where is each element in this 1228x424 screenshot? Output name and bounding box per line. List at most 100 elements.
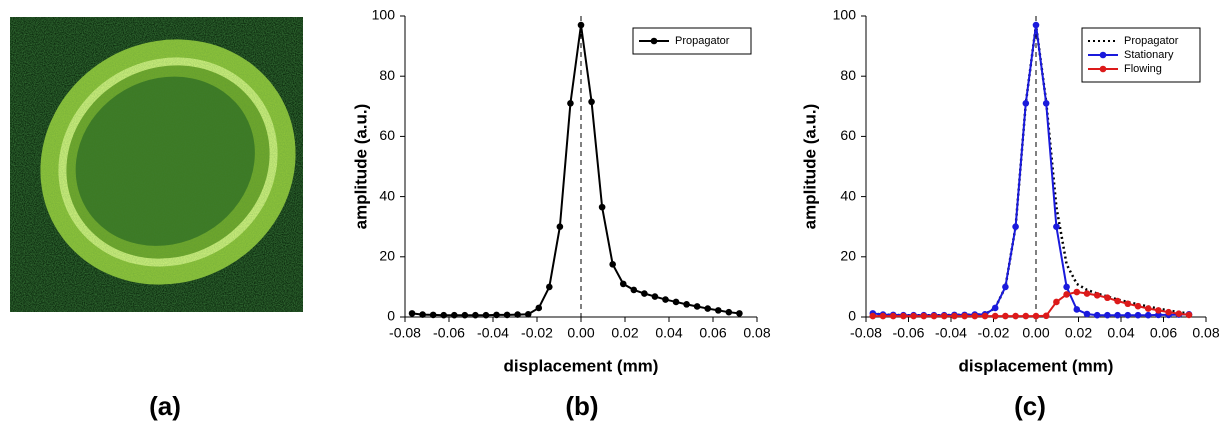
data-point: [725, 308, 733, 316]
data-point: [981, 312, 989, 320]
y-tick-label: 60: [840, 127, 856, 143]
data-point: [991, 304, 999, 312]
panel-label: (c): [1014, 391, 1046, 421]
data-point: [440, 311, 448, 319]
data-point: [546, 283, 553, 291]
data-point: [930, 312, 938, 320]
data-point: [910, 312, 917, 320]
data-point: [714, 307, 722, 314]
x-tick-label: 0.04: [1107, 325, 1134, 341]
data-point: [889, 312, 897, 320]
data-point: [1155, 311, 1162, 319]
data-point: [598, 203, 606, 211]
data-point: [1012, 312, 1019, 320]
data-point: [1053, 298, 1060, 306]
data-point: [672, 298, 680, 306]
data-point: [1083, 310, 1091, 318]
data-point: [429, 311, 437, 319]
x-tick-label: 0.06: [699, 325, 726, 341]
x-tick-label: -0.08: [389, 325, 421, 341]
data-point: [1073, 288, 1081, 296]
data-point: [991, 312, 999, 320]
x-tick-label: 0.00: [567, 325, 594, 341]
y-tick-label: 20: [840, 248, 856, 264]
data-point: [1063, 283, 1070, 291]
image-panel: [10, 17, 303, 312]
data-point: [1042, 312, 1050, 320]
data-point: [482, 311, 490, 319]
legend-marker: [650, 37, 658, 45]
data-point: [1022, 99, 1030, 107]
data-point: [1083, 290, 1091, 297]
data-point: [419, 311, 426, 318]
series-line: [872, 290, 1190, 318]
x-tick-label: -0.06: [893, 325, 925, 341]
x-axis-title: displacement (mm): [504, 356, 659, 375]
legend-label: Stationary: [1124, 49, 1174, 61]
data-point: [1012, 223, 1019, 230]
x-tick-label: -0.04: [477, 325, 509, 341]
x-tick-label: 0.06: [1150, 325, 1177, 341]
data-point: [1165, 308, 1172, 316]
data-point: [461, 311, 469, 319]
y-axis-title: amplitude (a.u.): [800, 104, 819, 230]
data-point: [683, 301, 690, 308]
data-point: [1144, 311, 1152, 319]
data-point: [1093, 311, 1101, 319]
data-point: [651, 293, 659, 300]
data-point: [1134, 311, 1142, 319]
data-point: [662, 296, 669, 303]
data-point: [524, 310, 532, 318]
x-tick-label: -0.04: [935, 325, 967, 341]
y-tick-label: 80: [840, 67, 856, 83]
y-tick-label: 0: [387, 308, 395, 324]
data-point: [1134, 302, 1142, 310]
x-tick-label: 0.08: [1192, 325, 1219, 341]
data-point: [1022, 312, 1030, 320]
legend-label: Flowing: [1124, 63, 1162, 75]
data-point: [951, 312, 958, 320]
data-point: [567, 99, 574, 107]
data-point: [940, 312, 948, 320]
data-point: [736, 310, 743, 317]
data-point: [1032, 312, 1040, 320]
x-tick-label: -0.02: [521, 325, 553, 341]
data-point: [971, 312, 979, 320]
x-tick-label: 0.00: [1022, 325, 1049, 341]
data-point: [556, 223, 564, 230]
data-point: [1175, 310, 1183, 317]
data-point: [535, 304, 543, 312]
data-point: [1124, 300, 1132, 308]
data-point: [630, 286, 638, 294]
y-tick-label: 20: [379, 248, 395, 264]
y-tick-label: 80: [379, 67, 395, 83]
data-point: [450, 311, 458, 319]
x-tick-label: 0.04: [655, 325, 682, 341]
data-point: [1124, 311, 1132, 319]
legend-marker: [1099, 65, 1107, 73]
x-tick-label: 0.08: [743, 325, 770, 341]
data-point: [1185, 311, 1193, 319]
y-tick-label: 100: [372, 7, 396, 23]
data-point: [869, 312, 877, 320]
data-point: [693, 303, 701, 310]
y-tick-label: 60: [379, 127, 395, 143]
data-point: [1104, 294, 1111, 302]
data-point: [1042, 99, 1050, 107]
y-tick-label: 0: [848, 308, 856, 324]
x-axis-title: displacement (mm): [959, 356, 1114, 375]
panel-label: (a): [149, 391, 181, 421]
data-point: [1104, 311, 1111, 319]
data-point: [1002, 283, 1009, 291]
data-point: [609, 261, 616, 268]
panel-label: (b): [565, 391, 598, 421]
data-point: [1144, 305, 1152, 312]
legend-box: [1081, 27, 1201, 83]
legend-marker: [1099, 51, 1107, 59]
data-point: [514, 311, 521, 318]
legend-label: Propagator: [675, 35, 730, 47]
x-tick-label: -0.08: [850, 325, 882, 341]
data-point: [879, 312, 887, 320]
